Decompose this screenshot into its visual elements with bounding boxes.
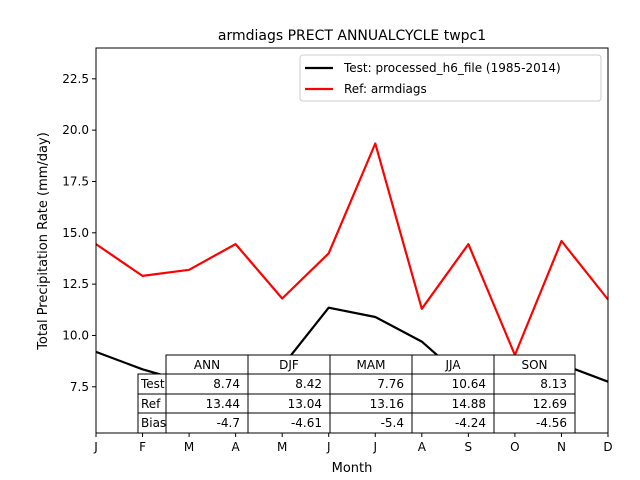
- table-value: -4.7: [217, 416, 240, 430]
- table-column-header: DJF: [279, 358, 299, 372]
- chart-title: armdiags PRECT ANNUALCYCLE twpc1: [218, 28, 486, 44]
- series-line-ref: [95, 142, 609, 357]
- table-column-header: MAM: [357, 358, 386, 372]
- table-row-label: Ref: [141, 397, 161, 411]
- table-value: 13.44: [206, 397, 240, 411]
- y-tick-label: 17.5: [62, 174, 89, 188]
- table-column-header: JJA: [444, 358, 461, 372]
- legend-box: [299, 54, 602, 102]
- y-axis-label: Total Precipitation Rate (mm/day): [36, 132, 51, 351]
- y-tick-label: 22.5: [62, 72, 89, 86]
- x-tick-label: S: [465, 440, 473, 454]
- legend-label: Ref: armdiags: [344, 82, 427, 96]
- table-row-label: Test: [140, 377, 165, 391]
- table-value: -5.4: [381, 416, 404, 430]
- table-value: -4.56: [536, 416, 567, 430]
- x-tick-label: J: [372, 440, 377, 454]
- x-tick-label: J: [326, 440, 331, 454]
- x-tick-label: A: [232, 440, 241, 454]
- x-tick-label: D: [603, 440, 612, 454]
- table-value: 14.88: [452, 397, 486, 411]
- table-value: -4.24: [455, 416, 486, 430]
- legend: Test: processed_h6_file (1985-2014) Ref: …: [299, 54, 602, 102]
- table-column-header: ANN: [194, 358, 220, 372]
- table-value: 12.69: [533, 397, 567, 411]
- table-value: 10.64: [452, 377, 486, 391]
- y-tick-label: 12.5: [62, 277, 89, 291]
- table-value: 13.16: [370, 397, 404, 411]
- table-value: 7.76: [377, 377, 404, 391]
- x-tick-label: J: [93, 440, 98, 454]
- table-value: -4.61: [291, 416, 322, 430]
- y-tick-label: 10.0: [62, 328, 89, 342]
- y-tick-label: 15.0: [62, 226, 89, 240]
- x-tick-label: M: [277, 440, 287, 454]
- table-value: 8.42: [295, 377, 322, 391]
- plot-frame: [95, 47, 609, 434]
- x-tick-label: O: [510, 440, 519, 454]
- x-tick-label: A: [418, 440, 427, 454]
- x-tick-label: N: [557, 440, 566, 454]
- table-column-header: SON: [521, 358, 547, 372]
- table-row-label: Bias: [141, 416, 166, 430]
- y-tick-label: 20.0: [62, 123, 89, 137]
- x-tick-label: M: [184, 440, 194, 454]
- table-value: 8.74: [213, 377, 240, 391]
- legend-label: Test: processed_h6_file (1985-2014): [343, 61, 561, 75]
- x-tick-label: F: [139, 440, 146, 454]
- stats-table: ANN DJF MAM JJA SON Test 8.74 8.42 7.76 10.64 8.13…: [137, 354, 576, 434]
- table-value: 8.13: [540, 377, 567, 391]
- table-value: 13.04: [288, 397, 322, 411]
- y-tick-label: 7.5: [70, 380, 89, 394]
- y-axis: 7.5 10.0 12.5 15.0 17.5 20.0 22.5: [62, 72, 96, 394]
- x-axis-label: Month: [332, 461, 373, 476]
